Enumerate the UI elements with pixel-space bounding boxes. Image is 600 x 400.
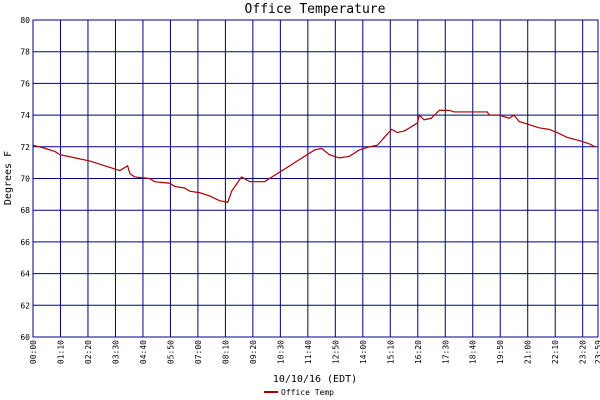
x-tick-label: 05:50 (166, 340, 175, 364)
y-tick-label: 76 (20, 79, 30, 88)
x-tick-label: 01:10 (56, 340, 65, 364)
y-tick-label: 60 (20, 333, 30, 342)
x-tick-label: 22:10 (551, 340, 560, 364)
chart-title: Office Temperature (245, 2, 386, 17)
x-tick-label: 09:20 (249, 340, 258, 364)
x-tick-label: 02:20 (84, 340, 93, 364)
x-axis-label: 10/10/16 (EDT) (273, 374, 357, 385)
x-tick-label: 14:00 (359, 340, 368, 364)
x-tick-label: 16:20 (414, 340, 423, 364)
y-tick-label: 80 (20, 16, 30, 25)
x-tick-label: 04:40 (139, 340, 148, 364)
x-tick-label: 23:59 (594, 340, 600, 364)
data-line (32, 109, 596, 203)
y-tick-label: 64 (20, 270, 30, 279)
x-tick-label: 19:50 (496, 340, 505, 364)
y-tick-label: 62 (20, 301, 30, 310)
x-tick-label: 00:00 (29, 340, 38, 364)
y-tick-label: 66 (20, 238, 30, 247)
x-tick-label: 21:00 (524, 340, 533, 364)
y-tick-label: 70 (20, 175, 30, 184)
x-tick-label: 18:40 (469, 340, 478, 364)
legend-label: Office Temp (281, 388, 334, 397)
y-tick-label: 78 (20, 48, 30, 57)
x-tick-label: 08:10 (221, 340, 230, 364)
y-tick-label: 72 (20, 143, 30, 152)
y-axis-label: Degrees F (3, 151, 14, 205)
x-tick-label: 03:30 (111, 340, 120, 364)
y-tick-label: 68 (20, 206, 30, 215)
x-tick-label: 12:50 (331, 340, 340, 364)
y-tick-label: 74 (20, 111, 30, 120)
x-tick-label: 11:40 (304, 340, 313, 364)
x-tick-label: 17:30 (441, 340, 450, 364)
x-tick-label: 15:10 (386, 340, 395, 364)
x-tick-label: 23:20 (579, 340, 588, 364)
x-tick-label: 07:00 (194, 340, 203, 364)
x-tick-label: 10:30 (276, 340, 285, 364)
